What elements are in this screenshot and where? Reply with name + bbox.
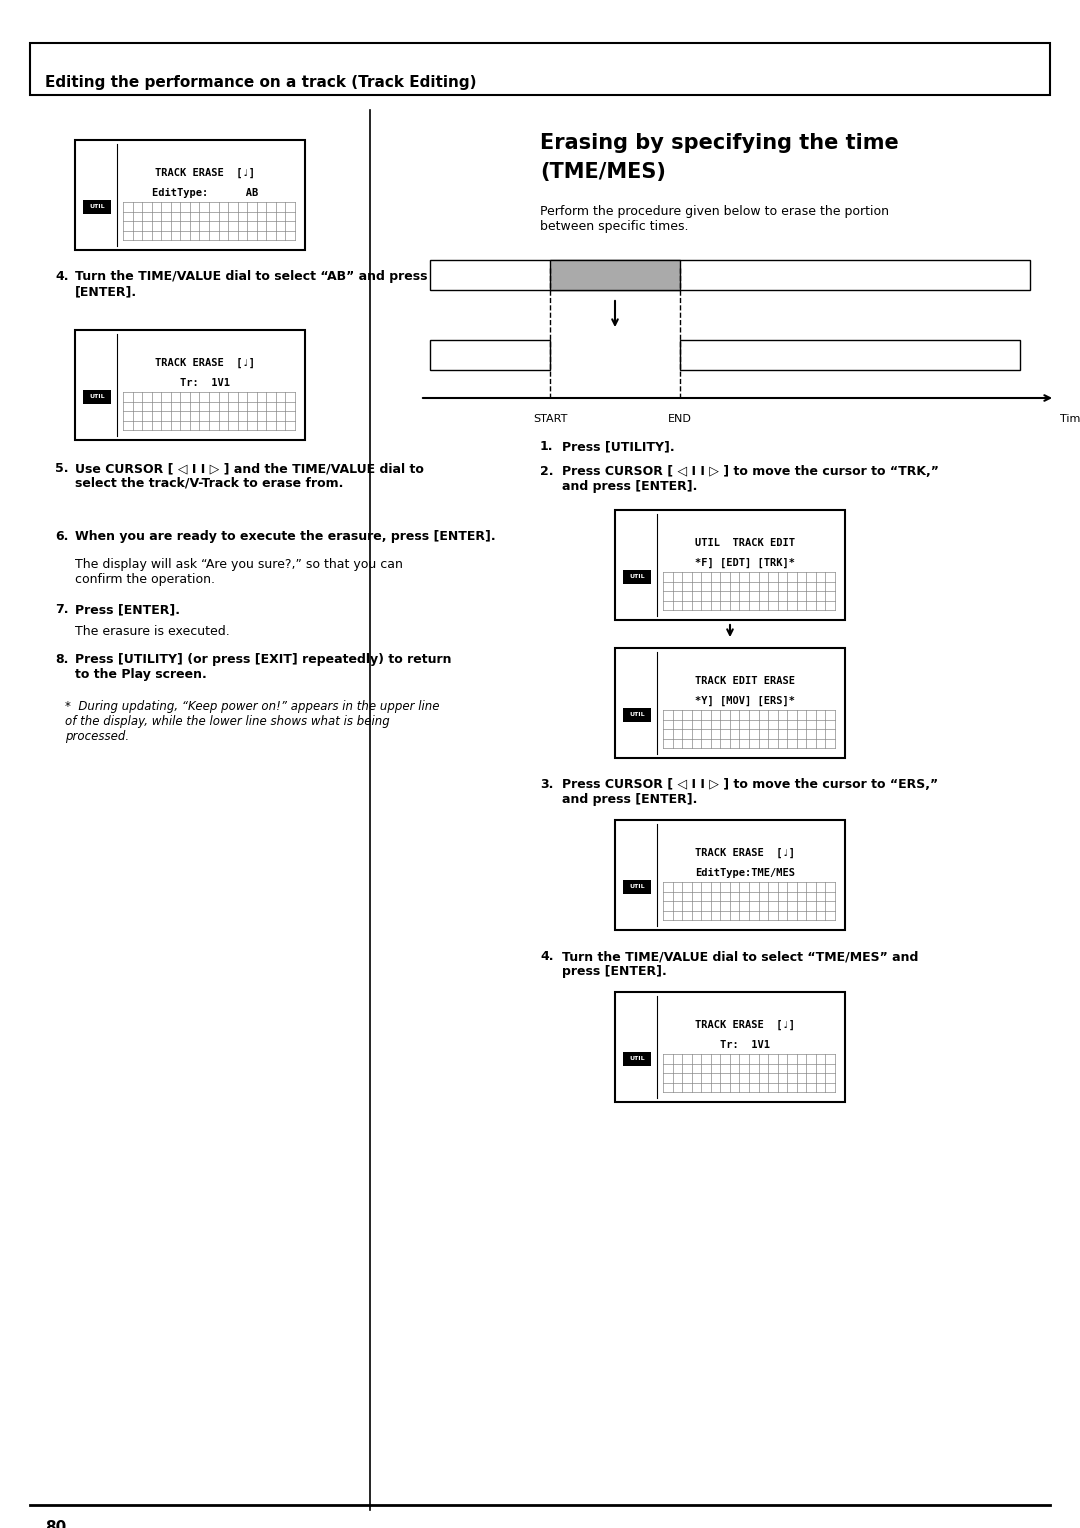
Text: 1.: 1. — [540, 440, 554, 452]
FancyBboxPatch shape — [30, 43, 1050, 95]
Text: Press CURSOR [ ◁ I I ▷ ] to move the cursor to “TRK,”
and press [ENTER].: Press CURSOR [ ◁ I I ▷ ] to move the cur… — [562, 465, 939, 494]
Text: 8.: 8. — [55, 652, 68, 666]
Bar — [430, 260, 1030, 290]
Bar — [615, 821, 845, 931]
Text: TRACK ERASE  [♩]: TRACK ERASE [♩] — [156, 358, 255, 368]
Text: TRACK ERASE  [♩]: TRACK ERASE [♩] — [156, 168, 255, 179]
Text: 6.: 6. — [55, 530, 68, 542]
Text: UTIL: UTIL — [630, 575, 645, 579]
Text: 3.: 3. — [540, 778, 553, 792]
Text: TRACK ERASE  [♩]: TRACK ERASE [♩] — [696, 848, 795, 859]
Bar — [615, 992, 845, 1102]
Text: *  During updating, “Keep power on!” appears in the upper line
of the display, w: * During updating, “Keep power on!” appe… — [65, 700, 440, 743]
Text: Tr:  1V1: Tr: 1V1 — [180, 377, 230, 388]
Text: 4.: 4. — [55, 270, 68, 283]
Text: The display will ask “Are you sure?,” so that you can
confirm the operation.: The display will ask “Are you sure?,” so… — [75, 558, 403, 587]
Text: Turn the TIME/VALUE dial to select “TME/MES” and
press [ENTER].: Turn the TIME/VALUE dial to select “TME/… — [562, 950, 918, 978]
Bar — [623, 570, 651, 584]
Text: UTIL: UTIL — [90, 394, 105, 399]
Text: UTIL: UTIL — [90, 205, 105, 209]
Text: *Y] [MOV] [ERS]*: *Y] [MOV] [ERS]* — [696, 695, 795, 706]
Text: END: END — [669, 414, 692, 423]
Text: 4.: 4. — [540, 950, 554, 963]
Text: UTIL: UTIL — [630, 885, 645, 889]
Text: *F] [EDT] [TRK]*: *F] [EDT] [TRK]* — [696, 558, 795, 568]
Text: Time: Time — [1059, 414, 1080, 423]
Text: Perform the procedure given below to erase the portion
between specific times.: Perform the procedure given below to era… — [540, 205, 889, 232]
Text: EditType:TME/MES: EditType:TME/MES — [696, 868, 795, 879]
Text: 80: 80 — [45, 1520, 66, 1528]
Text: Editing the performance on a track (Track Editing): Editing the performance on a track (Trac… — [45, 75, 476, 90]
Text: UTIL  TRACK EDIT: UTIL TRACK EDIT — [696, 538, 795, 549]
Text: TRACK ERASE  [♩]: TRACK ERASE [♩] — [696, 1021, 795, 1030]
Text: START: START — [532, 414, 567, 423]
Text: EditType:      AB: EditType: AB — [152, 188, 258, 199]
Text: Turn the TIME/VALUE dial to select “AB” and press
[ENTER].: Turn the TIME/VALUE dial to select “AB” … — [75, 270, 428, 298]
Text: Erasing by specifying the time: Erasing by specifying the time — [540, 133, 899, 153]
Bar — [680, 341, 1020, 370]
Text: UTIL: UTIL — [630, 712, 645, 718]
Bar — [615, 648, 845, 758]
Bar — [430, 341, 550, 370]
Bar — [75, 141, 305, 251]
Bar — [623, 707, 651, 723]
Text: The erasure is executed.: The erasure is executed. — [75, 625, 230, 639]
Text: Press [UTILITY] (or press [EXIT] repeatedly) to return
to the Play screen.: Press [UTILITY] (or press [EXIT] repeate… — [75, 652, 451, 681]
Bar — [623, 1051, 651, 1067]
Bar — [75, 330, 305, 440]
Text: Press [UTILITY].: Press [UTILITY]. — [562, 440, 675, 452]
Text: UTIL: UTIL — [630, 1056, 645, 1062]
Text: Tr:  1V1: Tr: 1V1 — [720, 1041, 770, 1050]
Text: 7.: 7. — [55, 604, 68, 616]
Text: 2.: 2. — [540, 465, 554, 478]
Text: When you are ready to execute the erasure, press [ENTER].: When you are ready to execute the erasur… — [75, 530, 496, 542]
Bar — [83, 390, 111, 403]
Text: (TME/MES): (TME/MES) — [540, 162, 666, 182]
Text: Use CURSOR [ ◁ I I ▷ ] and the TIME/VALUE dial to
select the track/V-Track to er: Use CURSOR [ ◁ I I ▷ ] and the TIME/VALU… — [75, 461, 423, 490]
Text: TRACK EDIT ERASE: TRACK EDIT ERASE — [696, 675, 795, 686]
Text: Press CURSOR [ ◁ I I ▷ ] to move the cursor to “ERS,”
and press [ENTER].: Press CURSOR [ ◁ I I ▷ ] to move the cur… — [562, 778, 939, 805]
Bar — [615, 510, 845, 620]
Bar — [550, 260, 680, 290]
Bar — [623, 880, 651, 894]
Text: Press [ENTER].: Press [ENTER]. — [75, 604, 180, 616]
Bar — [83, 200, 111, 214]
Bar — [550, 260, 680, 290]
Text: 5.: 5. — [55, 461, 68, 475]
